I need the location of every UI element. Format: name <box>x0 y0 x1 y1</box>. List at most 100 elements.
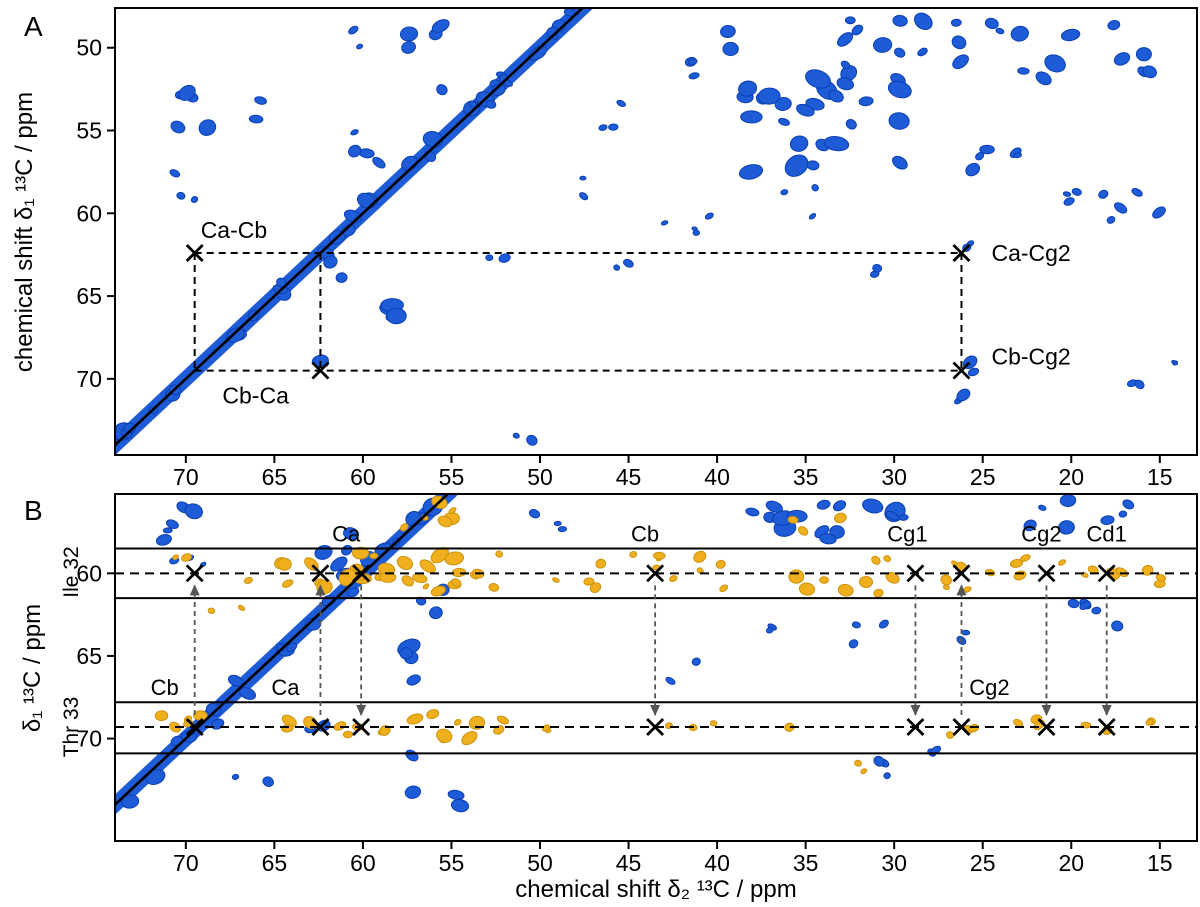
contour-blob-orange <box>281 724 294 733</box>
contour-blob-blue <box>1172 360 1178 366</box>
contour-blob-blue <box>858 96 874 107</box>
contour-blob-blue <box>888 112 910 130</box>
contour-blob-orange <box>448 507 457 514</box>
contour-blob-orange <box>495 550 504 558</box>
contour-blob-orange <box>1013 718 1024 727</box>
contour-blob-blue <box>1100 515 1115 525</box>
contour-blob-blue <box>239 687 257 700</box>
contour-blob-blue <box>692 229 700 236</box>
contour-blob-blue <box>687 58 698 65</box>
contour-blob-blue <box>485 254 494 262</box>
cross-peak-marker <box>906 564 925 583</box>
contour-blob-blue <box>665 676 676 685</box>
contour-blob-orange <box>715 559 726 569</box>
panel-a-frame <box>114 7 1198 456</box>
contour-blob-blue <box>401 40 416 54</box>
cross-peak-label: Ca-Cg2 <box>991 240 1070 266</box>
contour-blob-blue <box>311 354 329 368</box>
contour-blob-blue <box>115 437 119 450</box>
contour-blob-blue <box>979 144 995 155</box>
contour-blob-blue <box>1142 65 1157 79</box>
contour-blob-orange <box>207 607 216 614</box>
contour-blob-orange <box>797 526 809 536</box>
contour-blob-blue <box>616 99 627 107</box>
contour-blob-blue <box>404 785 422 799</box>
contour-blob-blue <box>314 544 333 560</box>
contour-blob-blue <box>873 37 893 53</box>
cross-peak-marker <box>952 564 971 583</box>
contour-blob-blue <box>740 110 763 124</box>
contour-blob-blue <box>405 749 419 762</box>
contour-blob-blue <box>176 191 186 200</box>
contour-blob-blue <box>1060 28 1081 42</box>
contour-blob-blue <box>348 144 362 158</box>
contour-blob-blue <box>819 533 837 545</box>
contour-blob-orange <box>833 512 847 524</box>
contour-blob-blue <box>1013 152 1022 159</box>
contour-blob-orange <box>396 555 414 570</box>
contour-blob-orange <box>493 725 505 735</box>
contour-blob-orange <box>436 728 453 743</box>
contour-blob-blue <box>851 621 861 629</box>
contour-blob-blue <box>608 123 619 131</box>
contour-blob-blue <box>227 674 244 687</box>
contour-blob-blue <box>184 503 203 520</box>
x-tick-label: 35 <box>793 464 819 490</box>
contour-blob-orange <box>437 515 453 528</box>
x-tick-label: 25 <box>970 464 996 490</box>
x-tick-label: 25 <box>970 850 996 876</box>
contour-blob-blue <box>796 103 815 117</box>
contour-blob-blue <box>952 54 969 70</box>
atom-label-top: Cd1 <box>1087 522 1127 547</box>
panel-a-letter: A <box>24 11 43 42</box>
contour-blob-orange <box>237 604 246 611</box>
contour-blob-blue <box>1063 197 1075 206</box>
contour-blob-blue <box>431 19 450 33</box>
contour-blob-blue <box>862 498 884 514</box>
contour-blob-blue <box>330 556 348 572</box>
contour-blob-blue <box>1059 494 1077 508</box>
cross-peak-marker <box>1097 564 1116 583</box>
cross-peak-label: Cb-Ca <box>222 383 289 409</box>
contour-blob-orange <box>172 554 179 561</box>
contour-blob-blue <box>878 619 889 629</box>
x-tick-label: 15 <box>1147 850 1173 876</box>
contour-blob-blue <box>1098 189 1109 199</box>
contour-blob-orange <box>946 731 955 739</box>
contour-blob-blue <box>883 772 891 780</box>
contour-blob-blue <box>1038 504 1047 511</box>
y-tick-label: 60 <box>76 560 102 586</box>
contour-blob-orange <box>854 759 862 767</box>
contour-blob-blue <box>720 24 736 39</box>
contour-blob-blue <box>1134 379 1145 390</box>
contour-blob-orange <box>453 719 462 726</box>
contour-blob-blue <box>765 500 783 513</box>
cross-peak-marker <box>646 717 665 736</box>
contour-blob-orange <box>1013 570 1027 581</box>
contour-blob-orange <box>401 575 414 587</box>
x-tick-label: 20 <box>1058 464 1084 490</box>
contour-blob-blue <box>579 175 587 181</box>
x-tick-label: 65 <box>262 850 288 876</box>
contour-blob-blue <box>498 253 511 263</box>
contour-blob-orange <box>837 583 854 597</box>
contour-blob-orange <box>696 567 704 574</box>
contour-blob-orange <box>369 552 379 560</box>
contour-blob-orange <box>788 569 805 584</box>
contour-blob-blue <box>808 213 817 220</box>
contour-blob-blue <box>1106 215 1116 224</box>
contour-blob-orange <box>444 551 465 566</box>
contour-blob-orange <box>709 720 718 727</box>
panel-b-frame <box>114 493 1198 842</box>
contour-blob-blue <box>356 43 364 50</box>
contour-blob-orange <box>181 553 192 562</box>
contour-blob-blue <box>323 255 338 269</box>
contour-blob-blue <box>995 27 1005 35</box>
contour-blob-blue <box>1111 620 1124 632</box>
cross-peak-marker <box>1037 717 1056 736</box>
contour-blob-orange <box>1019 554 1031 562</box>
contour-blob-blue <box>965 162 981 177</box>
contour-blob-orange <box>942 584 950 590</box>
contour-blob-orange <box>787 515 799 524</box>
